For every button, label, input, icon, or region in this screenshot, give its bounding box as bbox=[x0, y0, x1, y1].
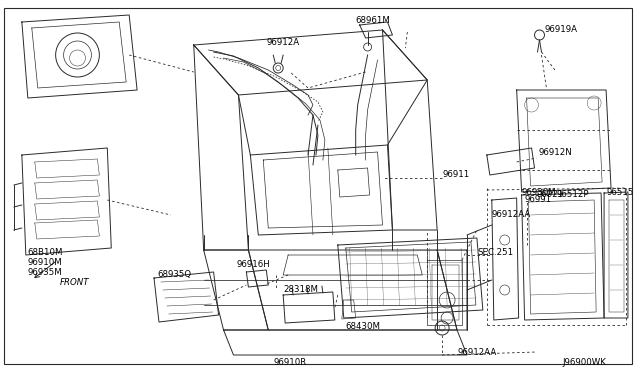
Text: 96911: 96911 bbox=[442, 170, 469, 179]
Text: FRONT: FRONT bbox=[60, 278, 89, 287]
Text: 96910R: 96910R bbox=[273, 358, 307, 367]
Text: 28318M: 28318M bbox=[283, 285, 318, 294]
Text: SEC.251: SEC.251 bbox=[477, 248, 513, 257]
Text: 96919A: 96919A bbox=[545, 25, 577, 34]
Text: 96910M: 96910M bbox=[28, 258, 63, 267]
Text: 68B10M: 68B10M bbox=[28, 248, 63, 257]
Text: 68961M: 68961M bbox=[356, 16, 390, 25]
Text: 96935M: 96935M bbox=[28, 268, 63, 277]
Text: J96900WK: J96900WK bbox=[563, 358, 606, 367]
Text: 96930M: 96930M bbox=[522, 188, 556, 197]
Text: 96912AA: 96912AA bbox=[457, 348, 496, 357]
Text: 96512P: 96512P bbox=[556, 190, 589, 199]
Text: 96921: 96921 bbox=[536, 190, 564, 199]
Text: 96912AA: 96912AA bbox=[492, 210, 531, 219]
Text: 68935Q: 68935Q bbox=[157, 270, 191, 279]
Text: 68430M: 68430M bbox=[346, 322, 381, 331]
Text: 96916H: 96916H bbox=[236, 260, 270, 269]
Text: 96912N: 96912N bbox=[538, 148, 572, 157]
Text: 96991: 96991 bbox=[525, 195, 552, 204]
Text: 96912A: 96912A bbox=[266, 38, 300, 47]
Text: 96515: 96515 bbox=[606, 188, 634, 197]
